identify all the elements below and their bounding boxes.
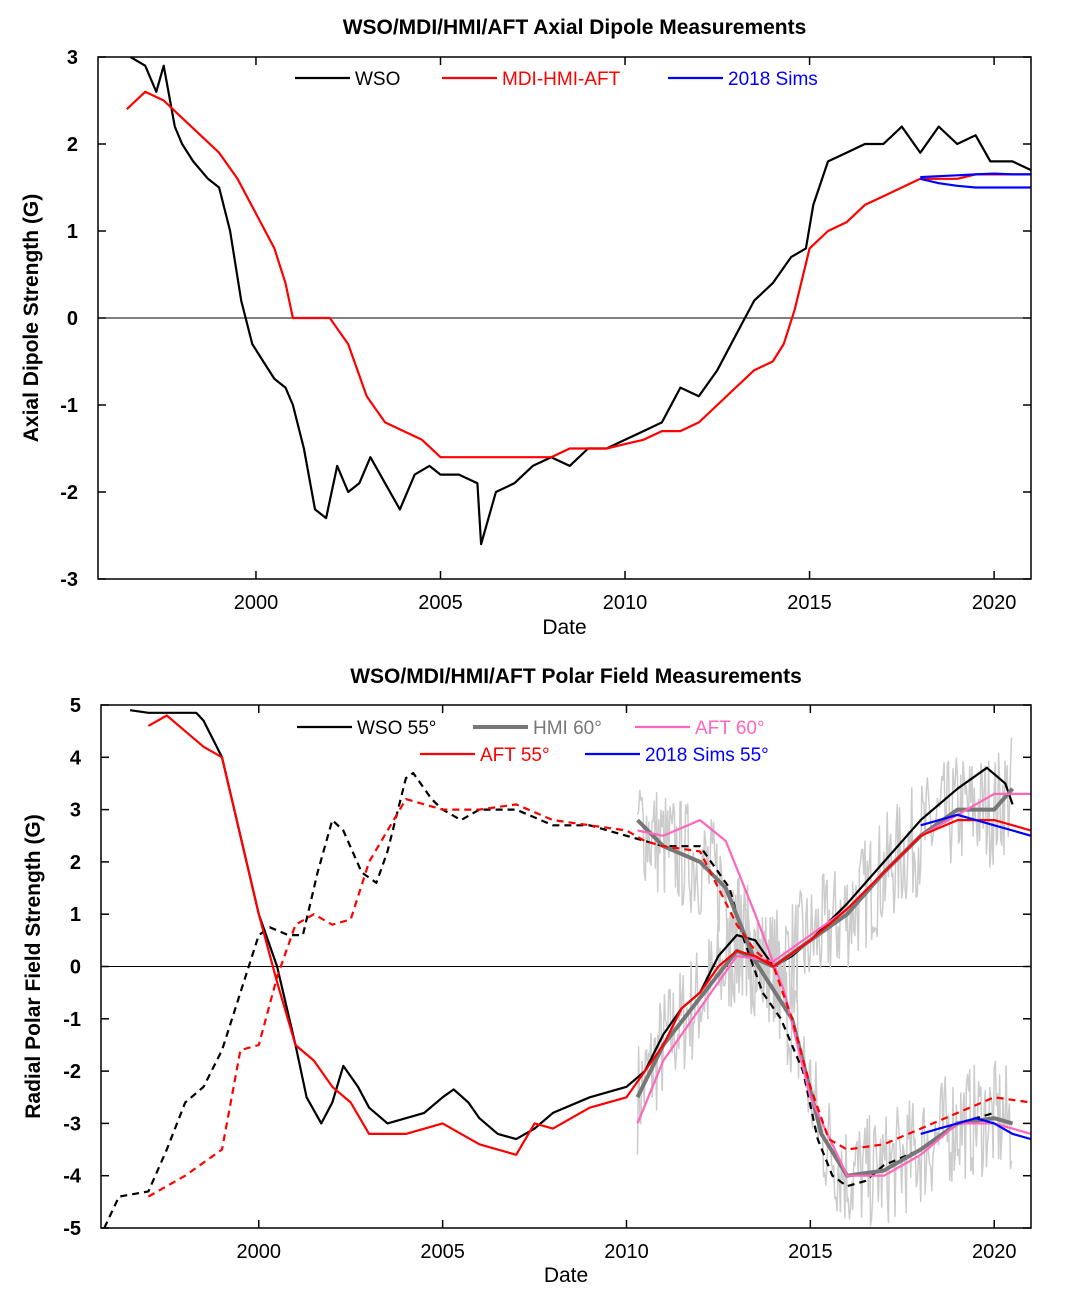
x-tick-label: 2000 (234, 592, 279, 614)
x-tick-label: 2005 (418, 592, 463, 614)
legend-label: AFT 55° (480, 745, 550, 766)
chart-title: WSO/MDI/HMI/AFT Polar Field Measurements (350, 665, 802, 688)
series-line-mdi-hmi-aft (126, 90, 1031, 459)
y-tick-label: -2 (60, 482, 78, 504)
legend-label: 2018 Sims (728, 69, 818, 90)
y-tick-label: -1 (60, 395, 78, 417)
legend-label: WSO (355, 69, 400, 90)
y-axis-label: Axial Dipole Strength (G) (20, 194, 43, 443)
legend-label: AFT 60° (695, 718, 765, 739)
legend-label: WSO 55° (357, 718, 436, 739)
legend-label: HMI 60° (533, 718, 602, 739)
chart-2: WSO/MDI/HMI/AFT Polar Field Measurements… (22, 665, 1032, 1287)
series-line-2018-sims (920, 177, 1031, 189)
x-tick-label: 2020 (972, 592, 1017, 614)
x-tick-label: 2020 (972, 1241, 1017, 1263)
y-tick-label: -5 (63, 1218, 81, 1240)
x-tick-label: 2000 (237, 1241, 282, 1263)
y-tick-label: 3 (70, 800, 81, 822)
x-tick-label: 2010 (603, 592, 648, 614)
x-tick-label: 2010 (604, 1241, 649, 1263)
x-axis-label: Date (544, 1264, 588, 1287)
series-line-2018-sims (920, 172, 1031, 179)
series-line-hmi-60-raw (636, 789, 1013, 1227)
y-tick-label: -4 (63, 1166, 82, 1188)
series-group (103, 709, 1031, 1228)
y-tick-label: 0 (70, 957, 81, 979)
y-tick-label: -2 (63, 1061, 81, 1083)
y-tick-label: -3 (63, 1113, 81, 1135)
series-group (126, 57, 1031, 546)
series-line-2018-sims-55- (920, 813, 1031, 837)
series-line-hmi-60- (635, 787, 1015, 1099)
x-tick-label: 2015 (788, 1241, 833, 1263)
y-tick-label: -3 (60, 569, 78, 591)
y-tick-label: 3 (67, 47, 78, 69)
y-tick-label: 5 (70, 695, 81, 717)
chart-title: WSO/MDI/HMI/AFT Axial Dipole Measurement… (343, 16, 807, 39)
series-line-wso (129, 57, 1031, 546)
series-line-aft-55- (147, 798, 1031, 1198)
y-tick-label: 2 (70, 852, 81, 874)
y-tick-label: 1 (67, 221, 78, 243)
legend-label: 2018 Sims 55° (645, 745, 769, 766)
x-axis-label: Date (542, 616, 586, 639)
legend: WSO 55° HMI 60° AFT 60° AFT 55° 2018 Sims 55… (297, 718, 769, 766)
chart-1: WSO/MDI/HMI/AFT Axial Dipole Measurement… (20, 16, 1032, 639)
y-tick-label: 1 (70, 904, 81, 926)
legend-label: MDI-HMI-AFT (502, 69, 621, 90)
series-line-2018-sims-55- (920, 1117, 1031, 1141)
y-axis-label: Radial Polar Field Strength (G) (22, 814, 45, 1119)
legend: WSO MDI-HMI-AFT 2018 Sims (295, 69, 818, 90)
series-line-aft-60- (636, 792, 1031, 1124)
y-tick-label: 0 (67, 308, 78, 330)
y-tick-label: -1 (63, 1009, 81, 1031)
x-tick-label: 2005 (420, 1241, 465, 1263)
y-tick-label: 4 (70, 747, 82, 769)
x-tick-label: 2015 (787, 592, 832, 614)
series-line-hmi-60-raw (636, 737, 1013, 1155)
y-tick-label: 2 (67, 134, 78, 156)
series-line-aft-55- (147, 714, 1031, 1156)
